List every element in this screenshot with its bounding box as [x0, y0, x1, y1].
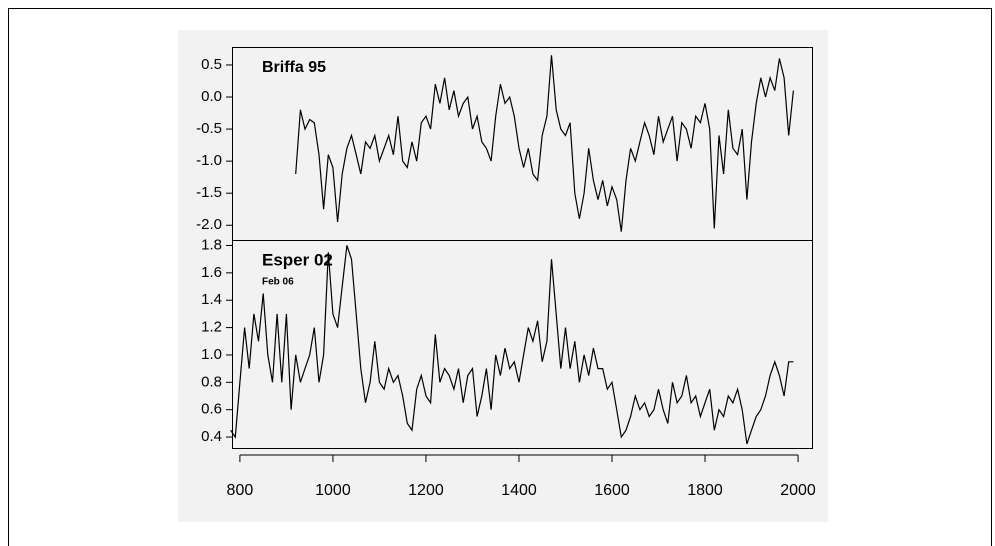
y-tick-label: -1.5 [196, 184, 222, 201]
y-tick-label: 0.5 [201, 56, 222, 73]
y-tick-label: 0.6 [201, 401, 222, 418]
y-tick-label: 1.4 [201, 291, 222, 308]
frame [8, 8, 992, 546]
y-tick-label: -0.5 [196, 120, 222, 137]
y-tick-label: 1.0 [201, 346, 222, 363]
y-tick-label: 1.2 [201, 319, 222, 336]
x-tick-label: 1800 [687, 482, 723, 499]
x-tick-label: 1600 [594, 482, 630, 499]
axes-box [232, 240, 813, 449]
annotation: Feb 06 [262, 277, 294, 288]
x-tick-label: 800 [227, 482, 254, 499]
y-tick-label: -1.0 [196, 152, 222, 169]
data-line [230, 245, 794, 445]
x-tick-label: 2000 [780, 482, 816, 499]
y-tick-label: 0.8 [201, 373, 222, 390]
y-tick-label: -2.0 [196, 216, 222, 233]
x-tick-label: 1200 [408, 482, 444, 499]
y-tick-label: 1.8 [201, 236, 222, 253]
panel-title: Esper 02 [262, 250, 333, 269]
panel-title: Briffa 95 [262, 59, 326, 76]
y-tick-label: 0.0 [201, 88, 222, 105]
y-tick-label: 1.6 [201, 264, 222, 281]
data-line [295, 55, 794, 232]
y-tick-label: 0.4 [201, 428, 222, 445]
x-tick-label: 1400 [501, 482, 537, 499]
plot-background [178, 30, 828, 522]
x-tick-label: 1000 [315, 482, 351, 499]
